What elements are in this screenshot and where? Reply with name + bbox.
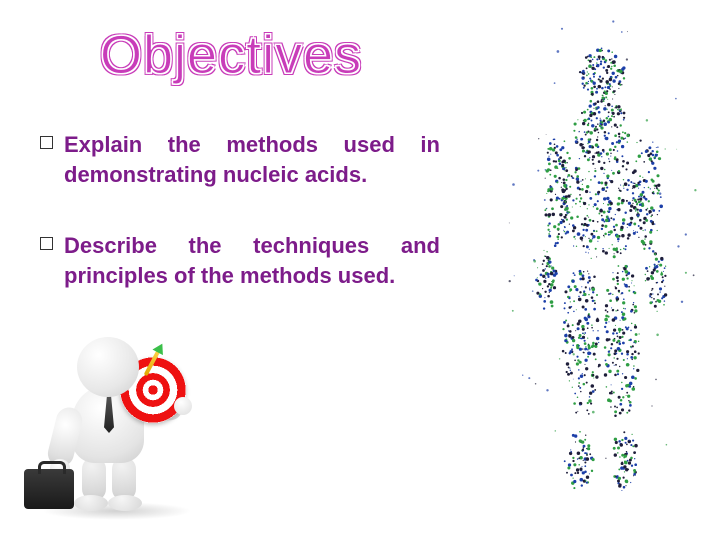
dna-figure-image [502, 20, 702, 520]
bullet-list: Explain the methods used in demonstratin… [40, 130, 440, 333]
character-foot [108, 495, 142, 511]
bullet-text: Explain the methods used in demonstratin… [64, 132, 440, 187]
character-image [22, 337, 192, 522]
checkbox-icon [40, 136, 53, 149]
checkbox-icon [40, 237, 53, 250]
slide: Objectives Explain the methods used in d… [0, 0, 720, 540]
character-head [77, 337, 139, 397]
briefcase-icon [24, 469, 74, 509]
list-item: Describe the techniques and principles o… [40, 231, 440, 290]
slide-title: Objectives [100, 24, 362, 86]
list-item: Explain the methods used in demonstratin… [40, 130, 440, 189]
bullet-text: Describe the techniques and principles o… [64, 233, 440, 288]
character-foot [74, 495, 108, 511]
character-hand [174, 397, 192, 415]
